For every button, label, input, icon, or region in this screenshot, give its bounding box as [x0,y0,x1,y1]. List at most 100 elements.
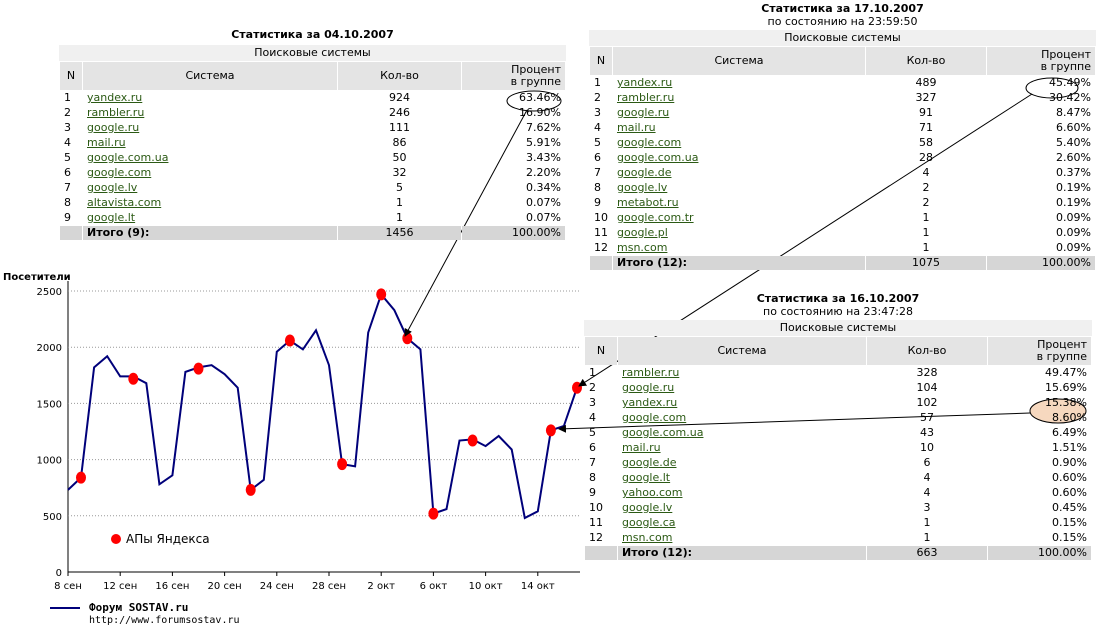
table-row: 2 rambler.ru 327 30.42% [590,91,1095,105]
system-link[interactable]: google.com [617,136,682,149]
system-link[interactable]: google.lv [617,181,668,194]
system-link[interactable]: google.ru [617,106,670,119]
percent-cell: 0.45% [1052,501,1087,514]
system-link[interactable]: google.com [622,411,687,424]
row-number: 8 [594,181,601,194]
total-row: Итого (12): 663 100.00% [585,546,1091,560]
system-cell: google.lt [83,211,337,225]
system-link[interactable]: google.com.ua [617,151,699,164]
system-link[interactable]: google.lv [87,181,138,194]
row-number: 12 [589,531,603,544]
system-link[interactable]: rambler.ru [617,91,675,104]
system-link[interactable]: google.de [617,166,672,179]
yandex-update-marker [467,434,478,447]
table-row: 5 google.com 58 5.40% [590,136,1095,150]
table-row: 11 google.pl 1 0.09% [590,226,1095,240]
yandex-update-marker [545,424,556,437]
percent-cell: 15.38% [1045,396,1087,409]
count-cell: 1 [922,211,930,224]
system-cell: google.ru [613,106,865,120]
table-row: 5 google.com.ua 43 6.49% [585,426,1091,440]
col-count: Кол-во [866,47,986,75]
percent-cell: 0.07% [526,211,561,224]
system-link[interactable]: mail.ru [622,441,661,454]
row-number: 9 [594,196,601,209]
system-link[interactable]: google.com.tr [617,211,694,224]
system-cell: google.de [618,456,866,470]
system-link[interactable]: google.lv [622,501,673,514]
system-link[interactable]: yandex.ru [622,396,678,409]
count-cell: 1 [923,531,931,544]
system-link[interactable]: google.lt [87,211,136,224]
system-cell: rambler.ru [618,366,866,380]
count-cell: 32 [392,166,407,179]
panel-title: Статистика за 17.10.2007 [761,2,924,15]
table-row: 3 google.ru 91 8.47% [590,106,1095,120]
system-link[interactable]: google.ru [622,381,675,394]
system-link[interactable]: google.com [87,166,152,179]
stats-table: N Система Кол-во Процент в группе 1 ramble… [584,336,1092,561]
system-cell: google.ca [618,516,866,530]
stats-table: N Система Кол-во Процент в группе 1 yandex… [589,46,1096,271]
system-link[interactable]: altavista.com [87,196,162,209]
percent-cell: 8.47% [1056,106,1091,119]
percent-cell: 0.09% [1056,241,1091,254]
system-link[interactable]: rambler.ru [87,106,145,119]
count-cell: 1 [922,226,930,239]
system-link[interactable]: yandex.ru [617,76,673,89]
system-link[interactable]: google.ca [622,516,676,529]
system-cell: google.lv [83,181,337,195]
system-link[interactable]: metabot.ru [617,196,679,209]
system-link[interactable]: msn.com [617,241,668,254]
y-tick-label: 0 [56,568,62,579]
system-link[interactable]: google.lt [622,471,671,484]
system-link[interactable]: yandex.ru [87,91,143,104]
row-number: 6 [594,151,601,164]
total-count: 1456 [338,226,461,240]
system-link[interactable]: mail.ru [617,121,656,134]
legend-series-url[interactable]: http://www.forumsostav.ru [89,615,240,626]
col-n: N [60,62,82,90]
count-cell: 50 [392,151,407,164]
system-link[interactable]: google.com.ua [87,151,169,164]
system-link[interactable]: rambler.ru [622,366,680,379]
row-number: 5 [589,426,596,439]
system-link[interactable]: google.de [622,456,677,469]
highlight-ellipse-17-10 [1025,77,1079,99]
stats-panel-17-10: Статистика за 17.10.2007 по состоянию на… [589,2,1096,271]
yandex-update-marker [245,483,256,496]
row-number: 5 [64,151,71,164]
total-blank [590,256,612,270]
percent-cell: 8.60% [1052,411,1087,424]
percent-cell: 0.15% [1052,516,1087,529]
count-cell: 328 [916,366,938,379]
system-link[interactable]: google.ru [87,121,140,134]
count-cell: 10 [920,441,934,454]
row-number: 4 [589,411,596,424]
count-cell: 57 [920,411,934,424]
percent-cell: 5.91% [526,136,561,149]
system-cell: msn.com [618,531,866,545]
system-link[interactable]: mail.ru [87,136,126,149]
row-number: 1 [589,366,596,379]
system-link[interactable]: google.pl [617,226,668,239]
system-link[interactable]: google.com.ua [622,426,704,439]
y-tick-label: 500 [43,512,62,523]
y-axis-label: Посетители [3,272,71,283]
system-cell: google.lv [618,501,866,515]
yandex-update-marker [337,458,348,471]
count-cell: 71 [919,121,933,134]
total-label: Итого (12): [618,546,866,560]
count-cell: 327 [915,91,937,104]
table-row: 12 msn.com 1 0.09% [590,241,1095,255]
table-row: 3 yandex.ru 102 15.38% [585,396,1091,410]
row-number: 4 [594,121,601,134]
x-tick-label: 16 сен [155,581,189,592]
system-link[interactable]: yahoo.com [622,486,683,499]
panel-group: Поисковые системы [589,30,1096,46]
table-row: 3 google.ru 111 7.62% [60,121,565,135]
total-percent: 100.00% [987,256,1095,270]
system-link[interactable]: msn.com [622,531,673,544]
count-cell: 4 [923,486,931,499]
panel-subtitle: по состоянию на 23:59:50 [767,15,918,28]
